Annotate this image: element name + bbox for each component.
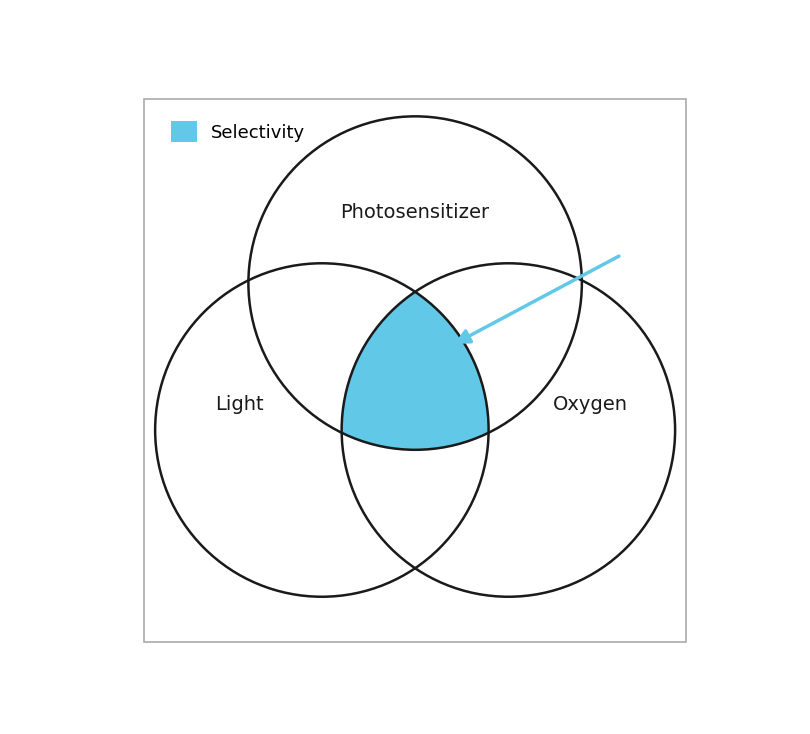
Text: Light: Light (215, 395, 264, 414)
Legend: Selectivity: Selectivity (164, 114, 313, 149)
Polygon shape (342, 292, 488, 450)
Text: Photosensitizer: Photosensitizer (340, 203, 490, 222)
Text: Oxygen: Oxygen (553, 395, 628, 414)
